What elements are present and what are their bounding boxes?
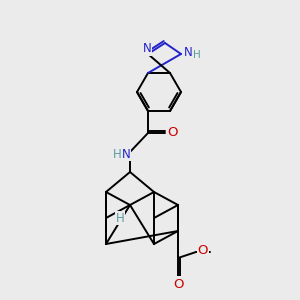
Text: H: H [112, 148, 122, 160]
Text: O: O [168, 127, 178, 140]
Text: N: N [122, 148, 130, 160]
Text: H: H [193, 50, 201, 60]
Text: O: O [173, 278, 183, 290]
Text: H: H [116, 212, 124, 224]
Text: N: N [142, 43, 152, 56]
Text: O: O [198, 244, 208, 256]
Text: N: N [184, 46, 192, 59]
